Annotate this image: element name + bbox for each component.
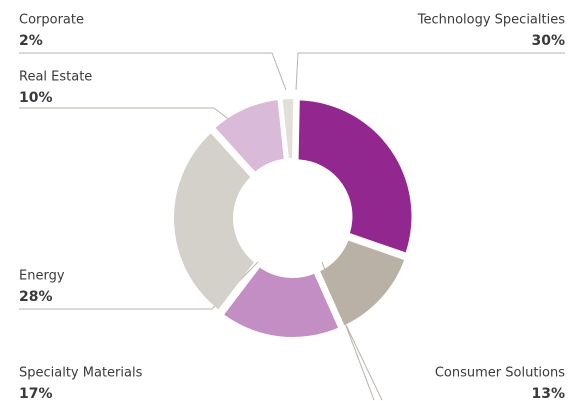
value-label: 17% [19,386,53,401]
donut-slice [215,100,284,172]
donut-slice [320,240,405,326]
category-label: Energy [19,269,65,284]
value-label: 2% [19,33,43,49]
value-label: 30% [531,33,565,49]
donut-slice [174,133,255,310]
value-label: 28% [19,289,53,305]
leader-line [19,261,259,310]
donut-slice [282,99,294,159]
donut-slice [298,100,412,253]
leader-line [19,52,287,91]
category-label: Consumer Solutions [435,366,565,381]
donut-slice [224,267,339,337]
category-label: Corporate [19,13,84,28]
value-label: 10% [19,90,53,106]
leader-line [19,107,241,129]
category-label: Technology Specialties [417,13,565,28]
leader-line [295,52,565,91]
value-label: 13% [531,386,565,401]
category-label: Real Estate [19,70,92,85]
category-label: Specialty Materials [19,366,143,381]
